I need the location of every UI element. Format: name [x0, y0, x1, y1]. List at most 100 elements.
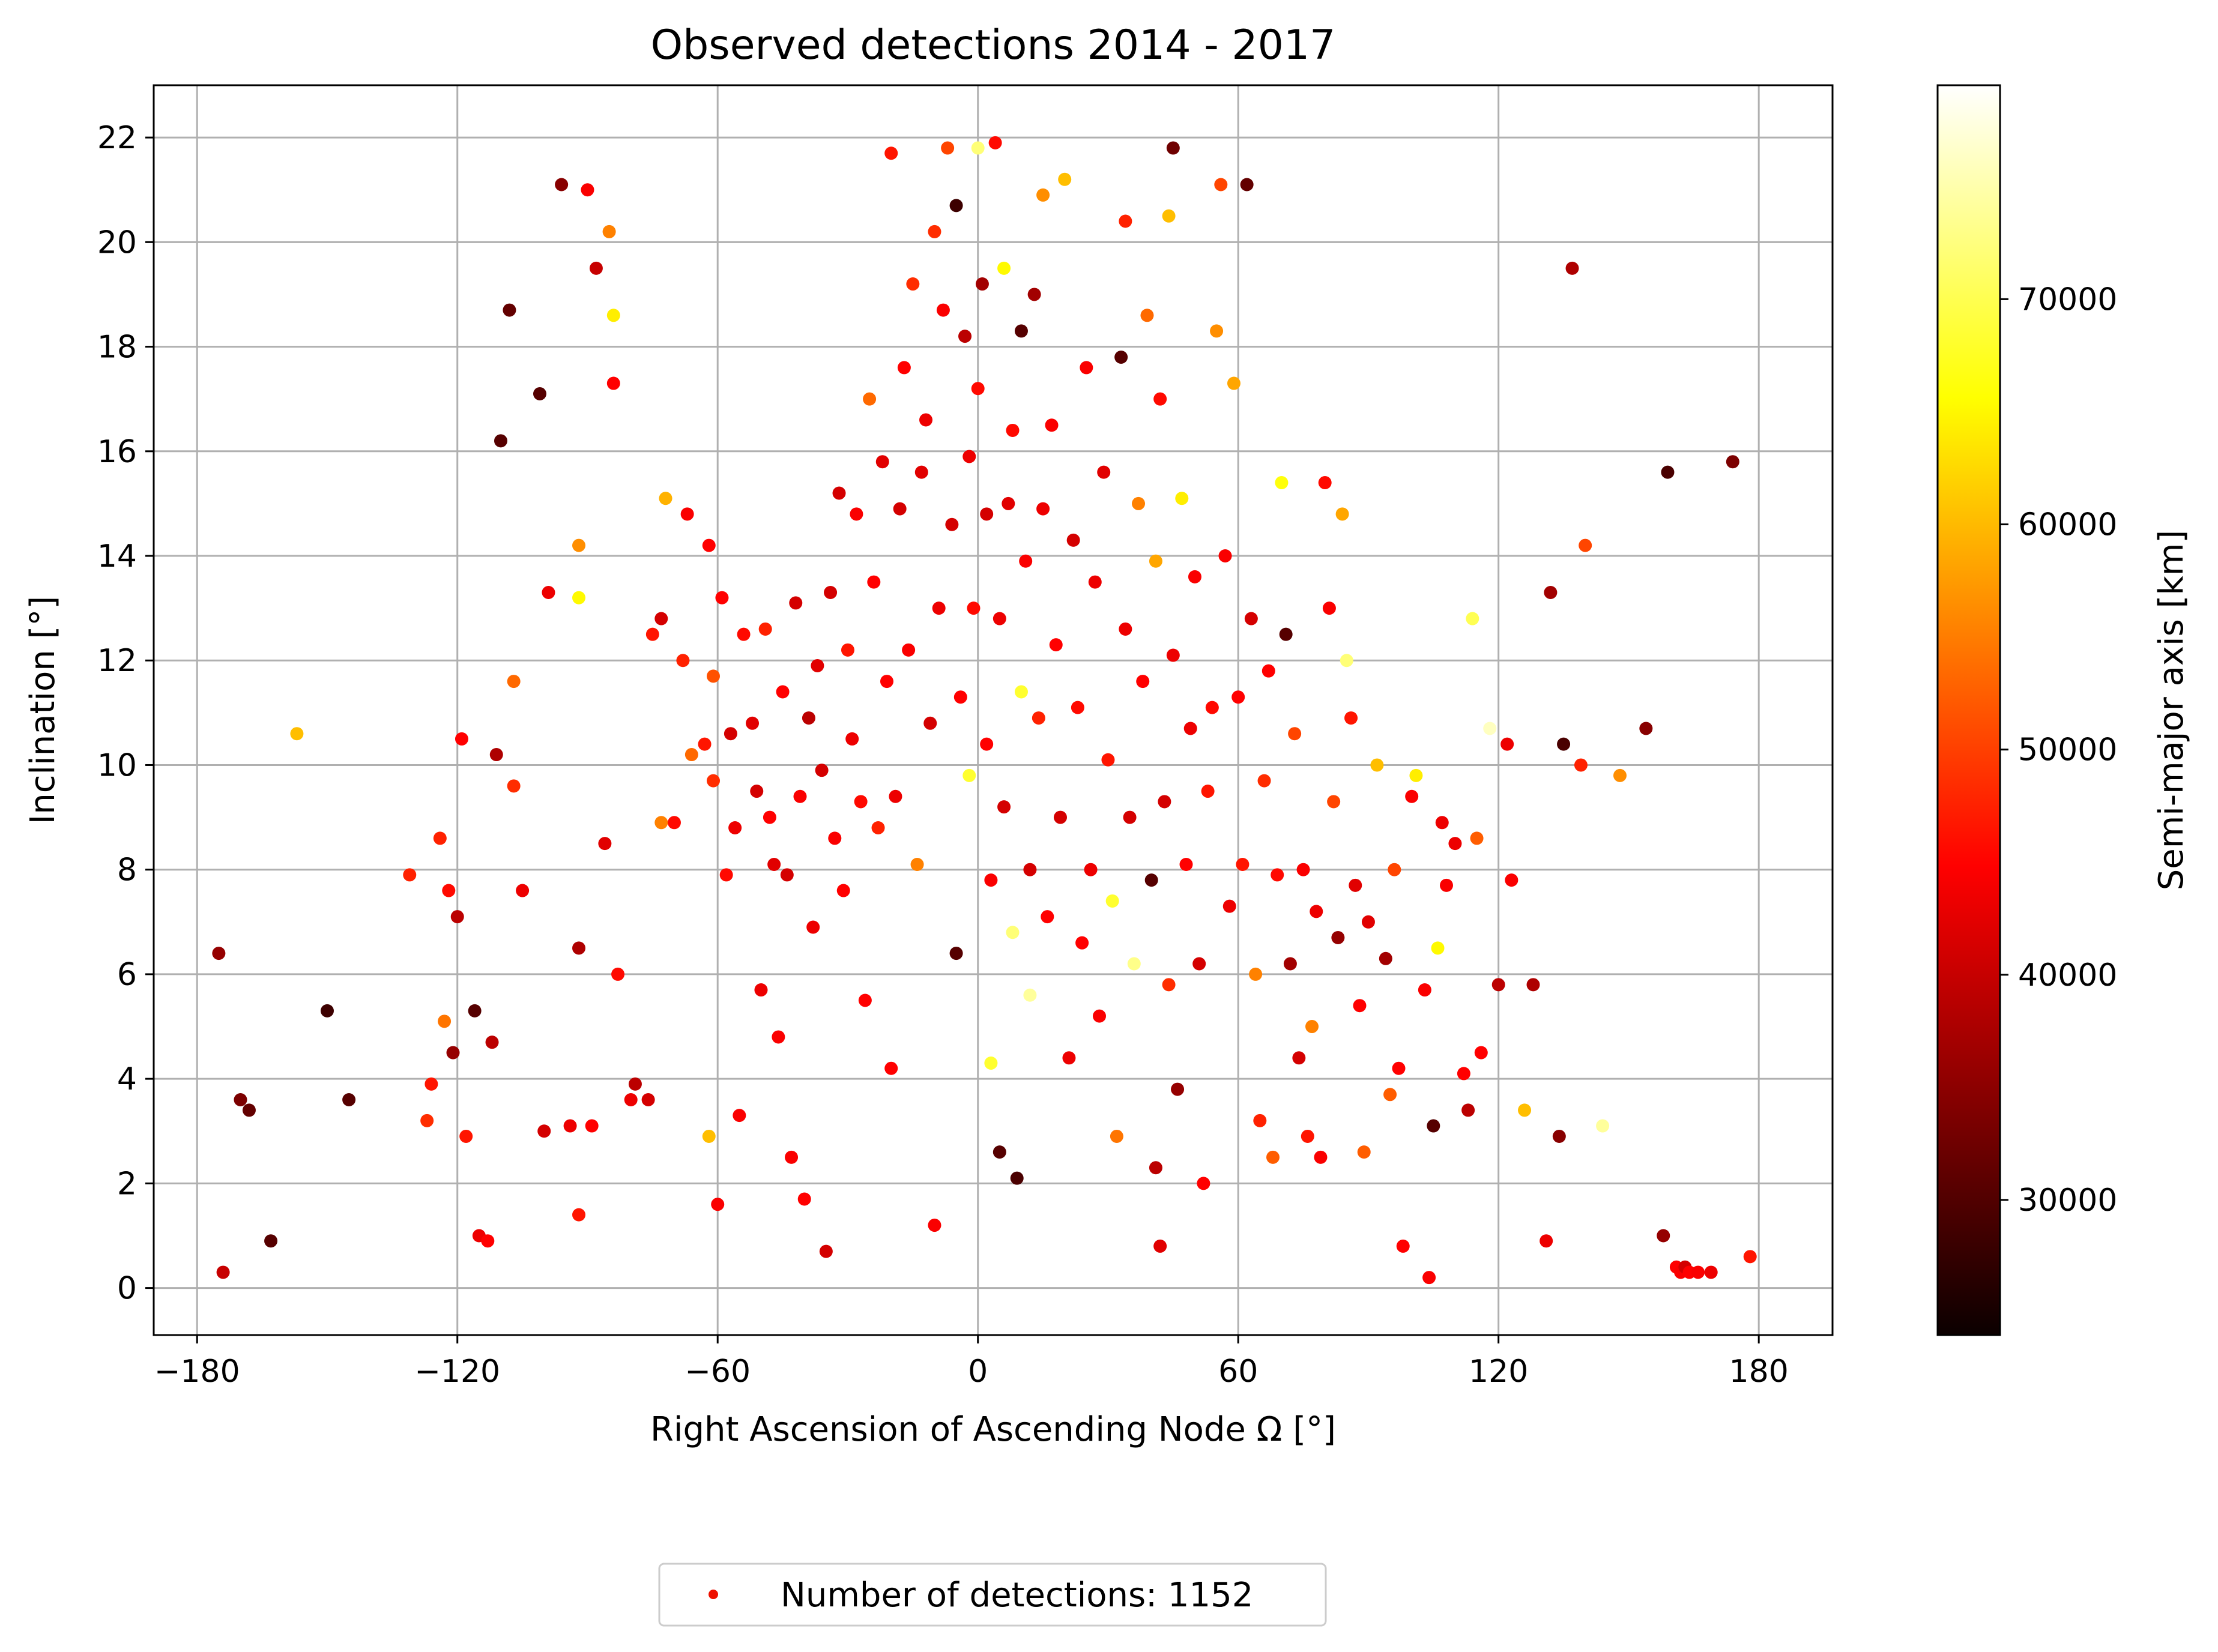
- data-point: [1596, 1119, 1610, 1133]
- legend: Number of detections: 1152: [658, 1563, 1327, 1627]
- data-point: [1153, 392, 1167, 406]
- data-point: [971, 382, 985, 396]
- data-point: [1349, 878, 1362, 892]
- x-tick-label: 180: [1729, 1354, 1789, 1390]
- data-point: [858, 993, 872, 1007]
- data-point: [438, 1014, 452, 1028]
- data-point: [880, 675, 893, 689]
- data-point: [1032, 711, 1045, 725]
- data-point: [234, 1093, 247, 1106]
- data-point: [772, 1030, 785, 1044]
- data-point: [1014, 324, 1028, 338]
- data-point: [585, 1119, 599, 1133]
- data-point: [1149, 1161, 1162, 1175]
- data-point: [676, 654, 690, 668]
- y-tick-label: 20: [97, 225, 137, 261]
- data-point: [780, 868, 794, 882]
- data-point: [815, 764, 829, 777]
- x-tick-label: 120: [1469, 1354, 1528, 1390]
- data-point: [1379, 951, 1392, 965]
- data-point: [1110, 1129, 1123, 1143]
- colorbar-tick-label: 70000: [2018, 282, 2117, 318]
- data-point: [776, 685, 790, 699]
- data-point: [606, 309, 620, 322]
- data-point: [1140, 309, 1154, 322]
- data-point: [802, 711, 815, 725]
- data-point: [1166, 141, 1180, 155]
- data-point: [455, 732, 468, 746]
- colorbar-label: Semi-major axis [km]: [2152, 530, 2191, 891]
- data-point: [763, 810, 776, 824]
- data-point: [1080, 361, 1093, 375]
- data-point: [1540, 1234, 1553, 1248]
- data-point: [793, 789, 807, 803]
- data-point: [1201, 785, 1215, 798]
- data-point: [1023, 863, 1037, 876]
- data-point: [1036, 188, 1050, 202]
- data-point: [1691, 1265, 1705, 1279]
- data-point: [889, 789, 902, 803]
- data-point: [1344, 711, 1358, 725]
- data-point: [1657, 1229, 1670, 1243]
- data-point: [641, 1093, 655, 1106]
- data-point: [1370, 758, 1384, 772]
- data-point: [1335, 507, 1349, 521]
- data-point: [507, 675, 521, 689]
- data-point: [581, 183, 594, 197]
- data-point: [863, 392, 877, 406]
- data-point: [1661, 465, 1675, 479]
- data-point: [542, 585, 555, 599]
- data-point: [1045, 418, 1059, 432]
- data-point: [1271, 868, 1284, 882]
- data-point: [967, 601, 981, 615]
- data-point: [993, 1145, 1006, 1159]
- data-point: [1470, 831, 1484, 845]
- data-point: [1448, 837, 1462, 851]
- data-point: [1275, 476, 1289, 490]
- data-point: [507, 779, 521, 793]
- y-tick-label: 10: [97, 747, 137, 783]
- grid-lines: [154, 85, 1833, 1335]
- data-point: [572, 941, 586, 955]
- colorbar-tick-label: 60000: [2018, 507, 2117, 543]
- data-point: [680, 507, 694, 521]
- data-point: [1071, 701, 1084, 714]
- data-point: [828, 831, 842, 845]
- data-point: [1288, 727, 1302, 741]
- data-point: [433, 831, 447, 845]
- data-point: [624, 1093, 638, 1106]
- data-point: [928, 225, 941, 238]
- data-point: [1240, 178, 1254, 191]
- legend-frame: [658, 1563, 1327, 1627]
- data-point: [997, 800, 1011, 814]
- data-point: [1231, 690, 1245, 704]
- legend-marker: [709, 1590, 718, 1599]
- data-point: [1427, 1119, 1440, 1133]
- data-point: [1093, 1009, 1107, 1023]
- data-point: [1466, 612, 1479, 626]
- data-point: [446, 1046, 460, 1060]
- data-point: [1166, 648, 1180, 662]
- data-point: [850, 507, 863, 521]
- data-point: [1491, 978, 1505, 992]
- data-point: [450, 910, 464, 924]
- data-point: [819, 1244, 833, 1258]
- y-tick-label: 8: [117, 852, 137, 888]
- y-tick-label: 22: [97, 120, 137, 156]
- data-point: [702, 538, 716, 552]
- data-point: [212, 947, 226, 960]
- data-point: [875, 455, 889, 469]
- legend-label: Number of detections: 1152: [781, 1576, 1253, 1615]
- x-axis-label: Right Ascension of Ascending Node Ω [°]: [650, 1410, 1336, 1449]
- data-point: [589, 261, 603, 275]
- data-point: [1552, 1129, 1566, 1143]
- data-point: [702, 1129, 716, 1143]
- data-point: [1123, 810, 1137, 824]
- data-point: [841, 643, 854, 657]
- data-point: [1266, 1150, 1280, 1164]
- data-point: [1500, 737, 1514, 751]
- data-point: [1439, 878, 1453, 892]
- data-point: [958, 330, 972, 343]
- data-point: [1557, 737, 1571, 751]
- data-point: [1188, 570, 1201, 583]
